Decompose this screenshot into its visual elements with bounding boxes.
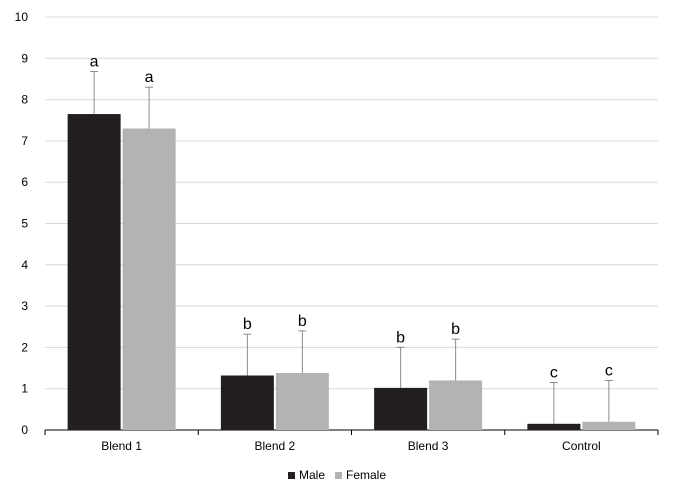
significance-label: b — [451, 321, 460, 338]
bar-male — [67, 114, 121, 431]
y-tick-label: 7 — [21, 134, 28, 148]
x-tick-label: Blend 1 — [101, 439, 142, 453]
bar-female — [429, 380, 483, 430]
y-tick-label: 4 — [21, 258, 28, 272]
legend-label-female: Female — [346, 468, 387, 482]
legend-label-male: Male — [298, 468, 325, 482]
y-tick-label: 9 — [21, 51, 28, 65]
y-tick-label: 5 — [21, 217, 28, 231]
significance-label: b — [396, 329, 405, 346]
significance-label: a — [90, 54, 99, 71]
significance-label: b — [298, 313, 307, 330]
legend: Male Female — [0, 468, 674, 482]
bar-female — [122, 128, 176, 430]
significance-label: a — [145, 69, 154, 86]
y-tick-label: 2 — [21, 340, 28, 354]
bar-male — [527, 423, 581, 430]
x-tick-label: Blend 2 — [255, 439, 296, 453]
bar-male — [374, 387, 428, 430]
legend-swatch-male — [287, 471, 295, 479]
y-tick-label: 10 — [15, 10, 29, 24]
y-tick-label: 3 — [21, 299, 28, 313]
bar-female — [275, 373, 329, 430]
significance-label: c — [550, 365, 558, 382]
y-tick-label: 6 — [21, 175, 28, 189]
y-tick-label: 8 — [21, 93, 28, 107]
bar-chart: 0 1 2 3 4 5 6 7 8 9 10 a a Blend 1 b b Blend 2 b b Blend 3 c… — [15, 10, 659, 453]
significance-label: b — [243, 316, 252, 333]
significance-label: c — [605, 362, 613, 379]
legend-item-male: Male — [287, 468, 325, 482]
y-tick-label: 1 — [21, 382, 28, 396]
legend-item-female: Female — [335, 468, 386, 482]
y-tick-label: 0 — [21, 423, 28, 437]
x-tick-label: Blend 3 — [408, 439, 449, 453]
bar-female — [582, 421, 636, 430]
bar-male — [220, 375, 274, 430]
x-tick-label: Control — [562, 439, 601, 453]
legend-swatch-female — [335, 471, 342, 479]
